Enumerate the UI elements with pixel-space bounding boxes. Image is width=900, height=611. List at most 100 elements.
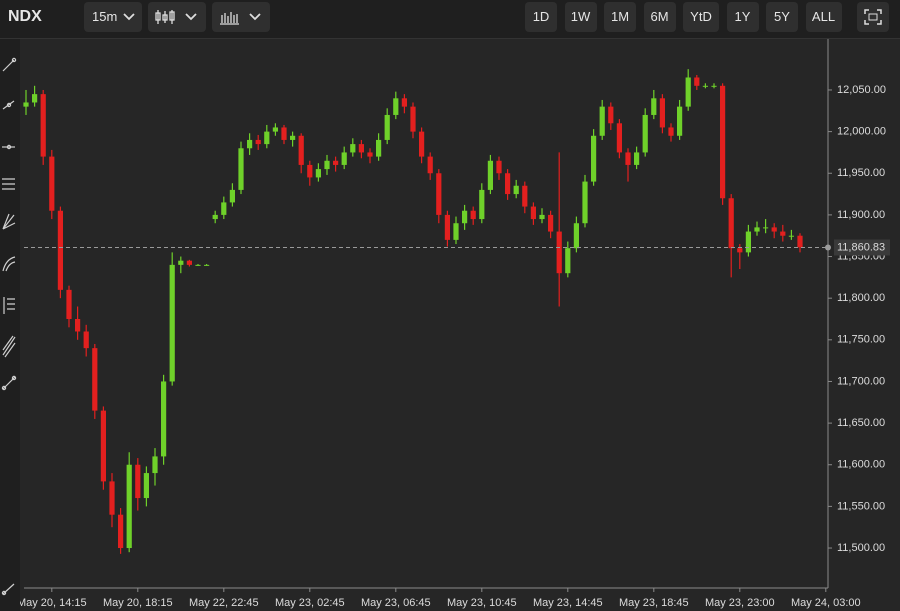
candle-body	[616, 123, 622, 153]
candle-body	[427, 156, 433, 174]
candle-body	[32, 94, 38, 103]
candle-body	[298, 135, 304, 165]
candle-body	[453, 223, 459, 240]
candle-body	[92, 348, 98, 411]
candle-body	[186, 260, 192, 265]
candle-body	[367, 152, 373, 157]
candle-body	[479, 189, 485, 220]
y-tick-label: 11,950.00	[837, 167, 885, 179]
candle-body	[118, 514, 124, 549]
candle-body	[143, 473, 149, 499]
candle-body	[513, 185, 519, 195]
tool-fib[interactable]	[3, 297, 15, 314]
y-tick-label: 11,800.00	[837, 292, 885, 304]
tool-path-point	[1, 385, 7, 391]
tool-icons	[1, 57, 17, 596]
range-button[interactable]: 6M	[643, 2, 676, 32]
y-tick-label: 11,550.00	[837, 500, 885, 512]
candle-body	[659, 98, 665, 128]
candle-body	[608, 106, 614, 124]
range-button[interactable]: 1D	[525, 2, 557, 32]
candle-body	[436, 173, 442, 215]
candle-body	[548, 214, 554, 232]
candle-body	[238, 148, 244, 190]
candle-body	[694, 77, 700, 86]
candle-body	[152, 456, 158, 474]
tool-ray-point	[6, 102, 12, 108]
candle-body	[376, 139, 382, 157]
candle-body	[754, 227, 760, 232]
candle-body	[556, 231, 562, 274]
x-tick-label: May 24, 03:00	[791, 597, 861, 609]
x-tick-label: May 23, 18:45	[619, 597, 689, 609]
tool-pitchfork[interactable]	[2, 335, 16, 358]
candle-body	[573, 223, 579, 249]
candle-body	[40, 94, 46, 157]
candle-body	[419, 131, 425, 157]
candle-body	[255, 139, 261, 145]
candle-body	[685, 77, 691, 107]
candle-body	[401, 98, 407, 107]
tool-measure[interactable]	[2, 583, 15, 595]
candle-body	[668, 127, 674, 136]
y-tick-label: 12,000.00	[837, 126, 886, 138]
x-tick-label: May 23, 10:45	[447, 597, 517, 609]
x-tick-label: May 23, 02:45	[275, 597, 345, 609]
candle-body	[161, 381, 167, 457]
candle-body	[470, 210, 476, 220]
range-button[interactable]: YtD	[683, 2, 719, 32]
candle-body	[642, 114, 648, 153]
candle-body	[307, 164, 313, 178]
x-tick-label: May 20, 18:15	[103, 597, 173, 609]
candle-body	[677, 106, 683, 136]
candle-body	[204, 264, 210, 266]
last-price-label: 11,860.83	[837, 241, 885, 253]
range-button[interactable]: 1W	[564, 2, 597, 32]
candle-body	[49, 156, 55, 211]
tool-arc[interactable]	[2, 256, 16, 272]
candle-body	[522, 185, 528, 207]
candle-body	[702, 85, 708, 87]
interval: 15m	[92, 9, 118, 24]
tool-fan[interactable]	[2, 213, 16, 230]
candle-body	[599, 106, 605, 136]
chart-type-dropdown[interactable]	[148, 2, 206, 32]
candle-body	[23, 102, 29, 107]
chevron	[123, 13, 135, 21]
chart: 11,500.00 11,550.00 11,600.00 11,650.00 11,7…	[20, 39, 890, 609]
tool-measure-point	[1, 590, 7, 596]
fullscreen-icon	[864, 9, 882, 25]
x-tick-label: May 20, 14:15	[20, 597, 87, 609]
candle-body	[462, 210, 468, 224]
candle-body	[496, 160, 502, 174]
candle-body	[487, 160, 493, 190]
toolbar: NDX 15m 1D 1W 1M 6M YtD 1Y 5Y ALL	[0, 0, 900, 39]
candle-body	[212, 214, 218, 220]
x-tick-label: May 23, 14:45	[533, 597, 603, 609]
candle-body	[195, 264, 201, 266]
tool-ray[interactable]	[2, 100, 15, 110]
candle-body	[281, 127, 287, 140]
range-button[interactable]: ALL	[805, 2, 842, 32]
candle-body	[264, 131, 270, 145]
range-button[interactable]: 5Y	[766, 2, 798, 32]
y-tick-label: 11,750.00	[837, 334, 885, 346]
last-price-dot	[825, 244, 831, 251]
candle-body	[651, 98, 657, 115]
tool-path-point	[11, 375, 17, 381]
range-button[interactable]: 1Y	[726, 2, 759, 32]
candle-body	[625, 152, 631, 165]
range-button[interactable]: 1M	[604, 2, 636, 32]
candle-body	[178, 260, 184, 265]
candle-icon	[155, 10, 197, 24]
tool-channel[interactable]	[2, 178, 15, 190]
candle-body	[530, 206, 536, 220]
last-price-box	[834, 239, 890, 256]
fullscreen-button[interactable]	[857, 2, 889, 32]
indicator-dropdown[interactable]	[212, 2, 270, 32]
drawing-tools	[0, 39, 20, 611]
interval-dropdown[interactable]: 15m	[84, 2, 142, 32]
tool-line[interactable]	[2, 59, 15, 72]
symbol: NDX	[8, 8, 42, 25]
